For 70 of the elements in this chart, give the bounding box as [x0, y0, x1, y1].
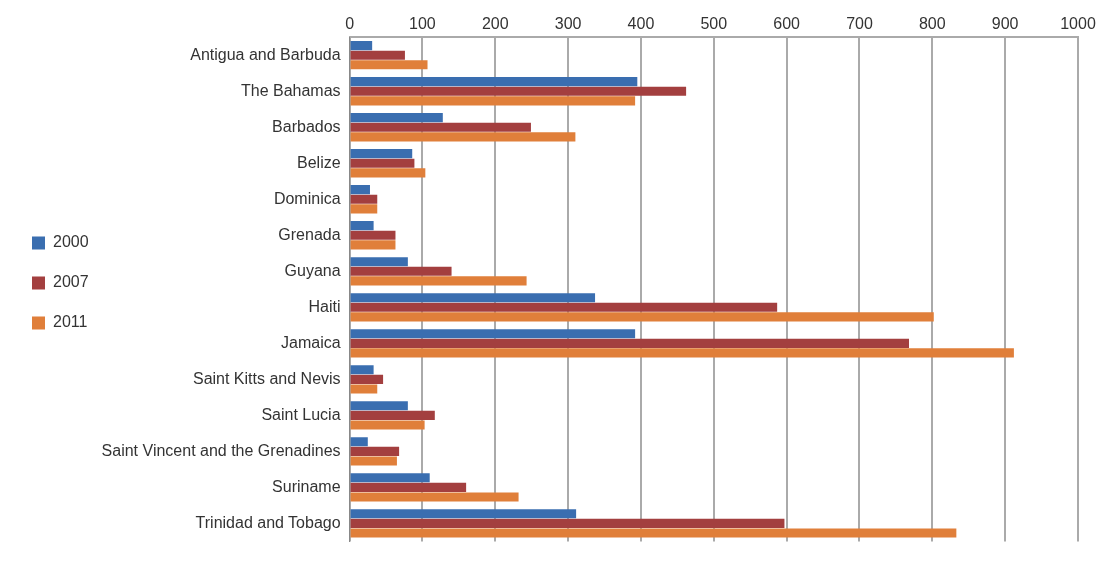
bar	[350, 158, 415, 168]
bar	[350, 348, 1014, 358]
y-tick-label: Saint Kitts and Nevis	[192, 369, 341, 387]
bar	[350, 410, 435, 420]
x-tick-label: 400	[627, 15, 655, 33]
x-tick-label: 800	[918, 15, 946, 33]
bar	[350, 230, 396, 240]
y-tick-label: Trinidad and Tobago	[195, 513, 341, 531]
bar	[350, 518, 785, 528]
legend-label: 2007	[53, 273, 89, 291]
bar	[350, 437, 368, 447]
bar	[350, 482, 467, 492]
x-tick-label: 200	[481, 15, 509, 33]
bar	[350, 312, 934, 322]
y-tick-label: Guyana	[284, 261, 341, 279]
bar	[350, 528, 957, 538]
y-tick-label: Suriname	[272, 477, 341, 495]
bar	[350, 113, 443, 123]
bar	[350, 149, 413, 159]
bar	[350, 276, 527, 286]
bar	[350, 492, 519, 502]
bar	[350, 122, 531, 132]
y-tick-label: Antigua and Barbuda	[190, 45, 341, 63]
x-tick-label: 1000	[1060, 15, 1096, 33]
x-tick-label: 300	[554, 15, 582, 33]
bar	[350, 338, 910, 348]
bar	[350, 446, 400, 456]
bar	[350, 50, 405, 60]
bar	[350, 185, 370, 195]
x-tick-label: 100	[409, 15, 436, 33]
bar	[350, 456, 397, 466]
bar	[350, 329, 636, 339]
bar	[350, 194, 378, 204]
bar	[350, 240, 396, 250]
bar	[350, 257, 408, 267]
x-tick-label: 600	[773, 15, 801, 33]
bar	[350, 509, 577, 519]
bar	[350, 221, 374, 231]
bar	[350, 41, 373, 51]
x-tick-label: 0	[345, 15, 355, 33]
bar	[350, 473, 430, 483]
bar	[350, 204, 378, 214]
bar	[350, 302, 778, 312]
bar	[350, 420, 425, 430]
legend-label: 2000	[53, 233, 89, 251]
bar	[350, 401, 408, 411]
y-tick-label: Haiti	[308, 297, 341, 315]
x-tick-label: 900	[991, 15, 1019, 33]
bar	[350, 293, 596, 303]
bar	[350, 384, 378, 394]
y-tick-label: Barbados	[272, 117, 341, 135]
x-tick-label: 700	[846, 15, 873, 33]
y-tick-label: The Bahamas	[240, 81, 341, 99]
y-tick-label: Jamaica	[281, 333, 341, 351]
y-tick-label: Saint Lucia	[261, 405, 341, 423]
legend-label: 2011	[53, 313, 88, 331]
bar	[350, 132, 576, 142]
bar	[350, 266, 452, 276]
bar	[350, 96, 636, 106]
y-tick-label: Saint Vincent and the Grenadines	[101, 441, 341, 459]
bar	[350, 60, 428, 70]
bar	[350, 77, 638, 87]
bar	[350, 365, 374, 375]
bar	[350, 374, 384, 384]
bar	[350, 168, 426, 178]
bar	[350, 86, 687, 96]
x-tick-label: 500	[700, 15, 728, 33]
y-tick-label: Belize	[297, 153, 341, 171]
y-tick-label: Dominica	[273, 189, 341, 207]
y-tick-label: Grenada	[278, 225, 341, 243]
